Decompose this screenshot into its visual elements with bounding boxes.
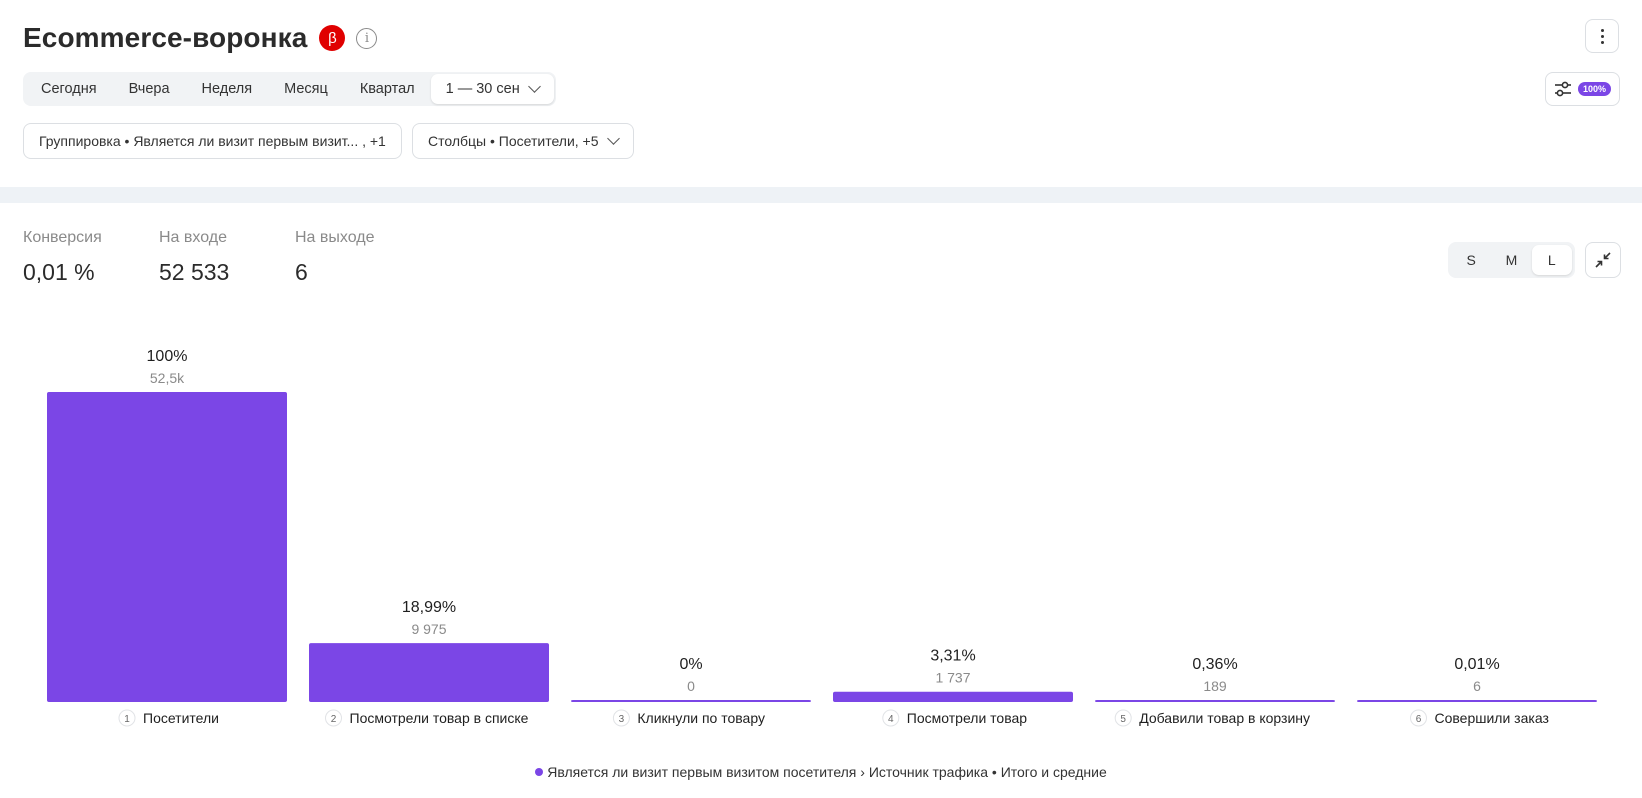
date-range-dropdown[interactable]: 1 — 30 сен bbox=[430, 74, 554, 104]
bar-value-label: 52,5k bbox=[150, 370, 185, 386]
step-number-badge bbox=[1114, 709, 1132, 727]
category-label: Посмотрели товар bbox=[907, 710, 1027, 726]
step-number: 2 bbox=[331, 714, 337, 725]
info-icon[interactable]: i bbox=[356, 27, 378, 49]
bar-value-label: 9 975 bbox=[411, 621, 446, 637]
columns-label: Столбцы • Посетители, +5 bbox=[428, 133, 599, 149]
funnel-bar bbox=[1357, 700, 1597, 702]
step-number: 3 bbox=[619, 714, 625, 725]
chart-legend: Является ли визит первым визитом посетит… bbox=[0, 764, 1642, 780]
category-label: Посетители bbox=[143, 710, 219, 726]
step-number-badge bbox=[1410, 709, 1427, 727]
bar-percent-label: 0% bbox=[679, 656, 702, 673]
size-s-option[interactable]: S bbox=[1466, 252, 1476, 268]
period-yesterday[interactable]: Вчера bbox=[128, 81, 170, 97]
stat-conversion: Конверсия 0,01 % bbox=[23, 229, 102, 286]
grouping-label: Группировка • Является ли визит первым в… bbox=[39, 133, 386, 149]
period-today[interactable]: Сегодня bbox=[41, 81, 97, 97]
category-label: Совершили заказ bbox=[1435, 710, 1549, 726]
more-menu-button[interactable] bbox=[1585, 19, 1619, 53]
category-label: Посмотрели товар в списке bbox=[350, 710, 529, 726]
chart-size-toggle: S M L bbox=[1448, 242, 1575, 278]
funnel-bar bbox=[309, 643, 549, 702]
category-label: Добавили товар в корзину bbox=[1139, 710, 1310, 726]
more-vertical-icon bbox=[1600, 28, 1604, 44]
step-number: 1 bbox=[124, 714, 130, 725]
stat-label: На выходе bbox=[295, 229, 375, 246]
grouping-filter[interactable]: Группировка • Является ли визит первым в… bbox=[23, 123, 402, 159]
chevron-down-icon bbox=[527, 80, 541, 93]
step-number-badge bbox=[882, 709, 900, 727]
legend-dot bbox=[535, 768, 544, 776]
stat-value: 6 bbox=[295, 259, 308, 285]
bar-value-label: 189 bbox=[1203, 678, 1227, 694]
bar-value-label: 1 737 bbox=[935, 670, 970, 686]
stat-label: На входе bbox=[159, 229, 227, 246]
period-selector: Сегодня Вчера Неделя Месяц Квартал 1 — 3… bbox=[23, 72, 556, 106]
legend-label: Является ли визит первым визитом посетит… bbox=[547, 764, 1107, 780]
period-quarter[interactable]: Квартал bbox=[359, 81, 415, 97]
stat-label: Конверсия bbox=[23, 229, 102, 246]
step-number: 4 bbox=[888, 714, 894, 725]
step-number-badge bbox=[325, 709, 342, 727]
stat-value: 52 533 bbox=[159, 259, 230, 285]
bar-value-label: 6 bbox=[1473, 678, 1481, 694]
bar-value-label: 0 bbox=[687, 678, 695, 694]
funnel-bar bbox=[1095, 700, 1335, 702]
bar-percent-label: 3,31% bbox=[930, 648, 975, 665]
bar-percent-label: 18,99% bbox=[402, 599, 456, 616]
funnel-bar bbox=[571, 700, 811, 702]
collapse-icon bbox=[1595, 252, 1611, 268]
date-range-label: 1 — 30 сен bbox=[445, 81, 520, 97]
stat-output: На выходе 6 bbox=[295, 229, 375, 286]
funnel-bar bbox=[47, 392, 287, 702]
bar-percent-label: 100% bbox=[147, 348, 188, 365]
section-divider bbox=[0, 187, 1642, 203]
sampling-badge: 100% bbox=[1577, 82, 1612, 96]
sliders-icon bbox=[1554, 81, 1571, 97]
collapse-button[interactable] bbox=[1585, 242, 1621, 278]
step-number: 5 bbox=[1120, 714, 1126, 725]
stat-value: 0,01 % bbox=[23, 259, 95, 285]
page-header: Ecommerce-воронка β i bbox=[23, 18, 378, 58]
step-number-badge bbox=[612, 709, 630, 727]
bar-percent-label: 0,01% bbox=[1454, 656, 1499, 673]
step-number: 6 bbox=[1416, 714, 1422, 725]
beta-badge: β bbox=[319, 25, 346, 51]
report-settings-button[interactable]: 100% bbox=[1545, 72, 1620, 106]
size-l-option[interactable]: L bbox=[1531, 245, 1572, 275]
period-week[interactable]: Неделя bbox=[201, 81, 253, 97]
category-label: Кликнули по товару bbox=[637, 710, 765, 726]
funnel-chart: 100% 52,5k 1 Посетители 18,99% 9 975 2 Посмотре… bbox=[47, 348, 1597, 727]
page-title: Ecommerce-воронка bbox=[23, 22, 308, 53]
funnel-bar bbox=[833, 691, 1073, 702]
step-number-badge bbox=[118, 709, 136, 727]
chevron-down-icon bbox=[606, 132, 620, 145]
bar-percent-label: 0,36% bbox=[1192, 656, 1237, 673]
size-m-option[interactable]: M bbox=[1505, 252, 1518, 268]
period-month[interactable]: Месяц bbox=[284, 81, 328, 97]
columns-filter[interactable]: Столбцы • Посетители, +5 bbox=[412, 123, 634, 159]
stat-input: На входе 52 533 bbox=[159, 229, 229, 286]
